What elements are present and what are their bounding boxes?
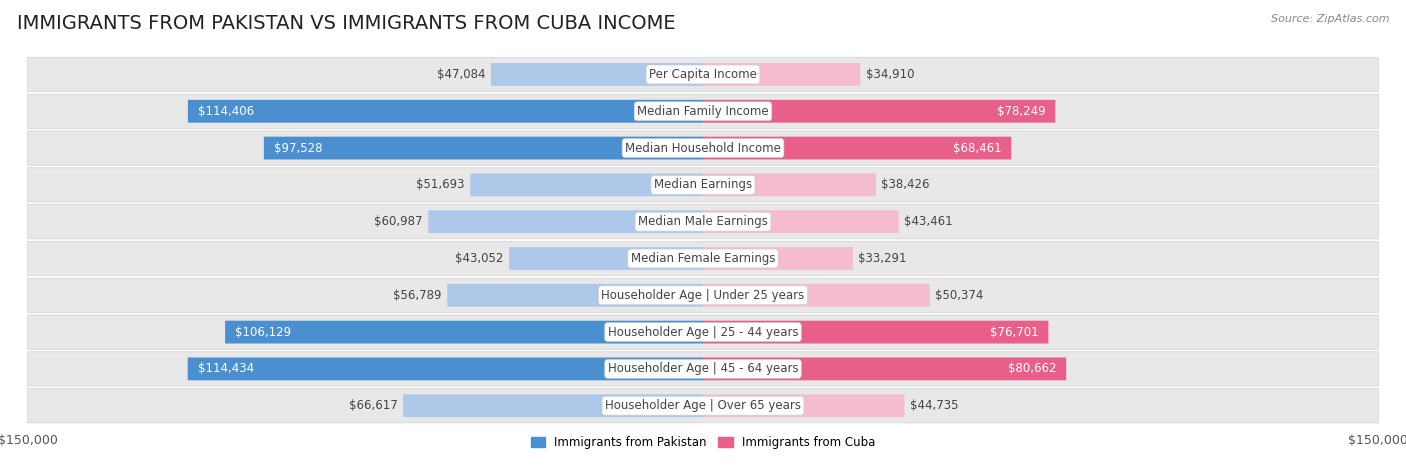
FancyBboxPatch shape (703, 358, 1066, 380)
FancyBboxPatch shape (28, 131, 1378, 165)
FancyBboxPatch shape (264, 137, 703, 159)
FancyBboxPatch shape (429, 210, 703, 233)
FancyBboxPatch shape (509, 247, 703, 270)
FancyBboxPatch shape (28, 241, 1378, 276)
FancyBboxPatch shape (703, 100, 1056, 123)
Text: $47,084: $47,084 (437, 68, 485, 81)
Text: $78,249: $78,249 (997, 105, 1045, 118)
Text: Householder Age | Under 25 years: Householder Age | Under 25 years (602, 289, 804, 302)
FancyBboxPatch shape (703, 394, 904, 417)
Text: Median Family Income: Median Family Income (637, 105, 769, 118)
FancyBboxPatch shape (188, 358, 703, 380)
FancyBboxPatch shape (225, 321, 703, 344)
FancyBboxPatch shape (404, 394, 703, 417)
FancyBboxPatch shape (28, 57, 1378, 92)
FancyBboxPatch shape (703, 210, 898, 233)
FancyBboxPatch shape (703, 173, 876, 196)
Text: $43,461: $43,461 (904, 215, 953, 228)
FancyBboxPatch shape (28, 352, 1378, 386)
FancyBboxPatch shape (703, 63, 860, 86)
Text: Source: ZipAtlas.com: Source: ZipAtlas.com (1271, 14, 1389, 24)
FancyBboxPatch shape (28, 168, 1378, 202)
Text: Per Capita Income: Per Capita Income (650, 68, 756, 81)
FancyBboxPatch shape (28, 315, 1378, 349)
FancyBboxPatch shape (703, 247, 853, 270)
FancyBboxPatch shape (28, 389, 1378, 423)
Text: Median Female Earnings: Median Female Earnings (631, 252, 775, 265)
Text: $60,987: $60,987 (374, 215, 423, 228)
Text: IMMIGRANTS FROM PAKISTAN VS IMMIGRANTS FROM CUBA INCOME: IMMIGRANTS FROM PAKISTAN VS IMMIGRANTS F… (17, 14, 675, 33)
FancyBboxPatch shape (470, 173, 703, 196)
Text: $68,461: $68,461 (952, 142, 1001, 155)
Text: $76,701: $76,701 (990, 325, 1038, 339)
Text: Householder Age | 45 - 64 years: Householder Age | 45 - 64 years (607, 362, 799, 375)
FancyBboxPatch shape (491, 63, 703, 86)
Text: $44,735: $44,735 (910, 399, 959, 412)
FancyBboxPatch shape (447, 284, 703, 307)
Text: $66,617: $66,617 (349, 399, 398, 412)
Text: $56,789: $56,789 (394, 289, 441, 302)
Text: $106,129: $106,129 (235, 325, 291, 339)
Text: Householder Age | 25 - 44 years: Householder Age | 25 - 44 years (607, 325, 799, 339)
Text: $97,528: $97,528 (274, 142, 322, 155)
Text: Median Household Income: Median Household Income (626, 142, 780, 155)
FancyBboxPatch shape (28, 278, 1378, 312)
Legend: Immigrants from Pakistan, Immigrants from Cuba: Immigrants from Pakistan, Immigrants fro… (526, 431, 880, 453)
Text: Median Male Earnings: Median Male Earnings (638, 215, 768, 228)
FancyBboxPatch shape (28, 205, 1378, 239)
Text: Householder Age | Over 65 years: Householder Age | Over 65 years (605, 399, 801, 412)
Text: $43,052: $43,052 (456, 252, 503, 265)
Text: $51,693: $51,693 (416, 178, 465, 191)
FancyBboxPatch shape (703, 284, 929, 307)
Text: $114,406: $114,406 (198, 105, 254, 118)
Text: $38,426: $38,426 (882, 178, 929, 191)
FancyBboxPatch shape (188, 100, 703, 123)
FancyBboxPatch shape (703, 321, 1049, 344)
Text: $80,662: $80,662 (1008, 362, 1056, 375)
FancyBboxPatch shape (28, 94, 1378, 128)
Text: $50,374: $50,374 (935, 289, 984, 302)
Text: Median Earnings: Median Earnings (654, 178, 752, 191)
FancyBboxPatch shape (703, 137, 1011, 159)
Text: $114,434: $114,434 (198, 362, 254, 375)
Text: $34,910: $34,910 (866, 68, 914, 81)
Text: $33,291: $33,291 (858, 252, 907, 265)
